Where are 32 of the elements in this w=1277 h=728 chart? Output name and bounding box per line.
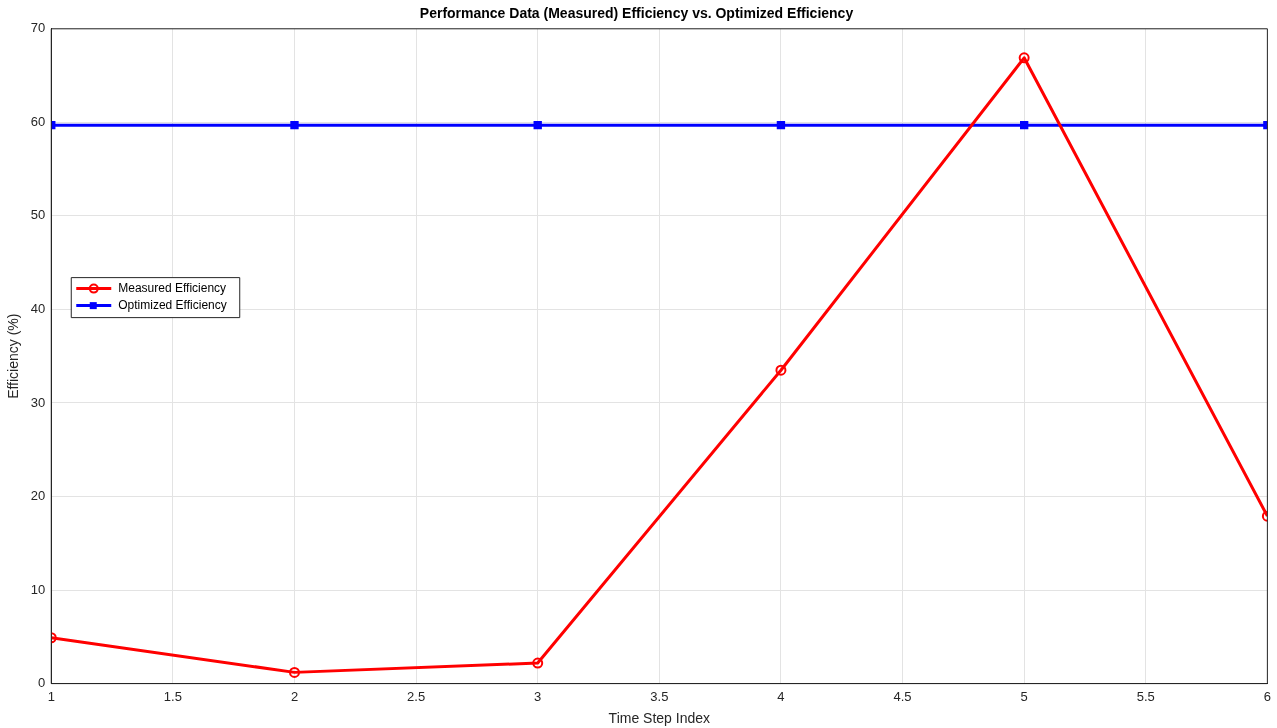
x-tick-label: 1	[47, 688, 55, 704]
x-tick-label: 4	[777, 688, 785, 704]
x-tick-label: 2.5	[407, 688, 426, 704]
legend-label: Optimized Efficiency	[118, 297, 227, 312]
y-tick-label: 20	[30, 488, 46, 504]
x-tick-label: 1.5	[163, 688, 182, 704]
legend-label: Measured Efficiency	[118, 280, 227, 295]
point	[290, 120, 299, 130]
x-tick-label: 5.5	[1136, 688, 1155, 704]
x-axis-title: Time Step Index	[608, 710, 711, 727]
chart-title: Performance Data (Measured) Efficiency vs. Optimized Efficiency	[419, 5, 854, 22]
y-tick-label: 0	[38, 675, 46, 691]
x-tick-label: 5	[1020, 688, 1028, 704]
y-axis-title: Efficiency (%)	[5, 313, 22, 399]
y-tick-label: 60	[30, 113, 46, 129]
point	[775, 364, 787, 376]
point	[1019, 120, 1029, 130]
x-tick-label: 4.5	[893, 688, 912, 704]
y-tick-label: 70	[30, 20, 46, 36]
x-tick-label: 2	[290, 688, 299, 704]
y-tick-label: 10	[30, 581, 46, 597]
y-tick-label: 50	[30, 207, 46, 223]
x-tick-label: 3	[534, 688, 542, 704]
point	[776, 120, 786, 130]
point	[532, 657, 544, 669]
point	[288, 666, 300, 678]
point	[1018, 52, 1030, 64]
x-tick-label: 6	[1263, 688, 1271, 704]
y-tick-label: 40	[30, 301, 46, 317]
point	[533, 120, 542, 130]
x-tick-label: 3.5	[650, 688, 669, 704]
y-tick-label: 30	[30, 394, 46, 410]
